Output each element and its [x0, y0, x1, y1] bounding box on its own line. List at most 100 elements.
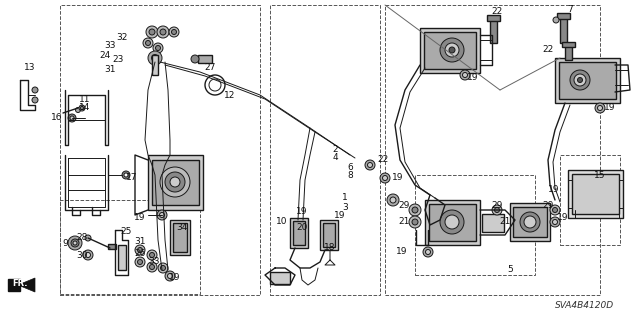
Text: 19: 19 [134, 213, 146, 222]
Circle shape [460, 70, 470, 80]
Circle shape [138, 248, 143, 253]
Circle shape [387, 194, 399, 206]
Circle shape [160, 29, 166, 35]
Text: 33: 33 [104, 41, 116, 49]
Circle shape [150, 253, 154, 257]
Text: 33: 33 [148, 257, 160, 266]
Circle shape [552, 207, 557, 212]
Bar [560, 155, 620, 245]
Circle shape [553, 17, 559, 23]
Bar [270, 272, 290, 284]
Bar [60, 200, 200, 294]
Circle shape [550, 205, 560, 215]
Bar [152, 55, 158, 75]
Text: 29: 29 [492, 201, 502, 210]
Polygon shape [18, 278, 35, 292]
Circle shape [409, 204, 421, 216]
Circle shape [68, 114, 76, 122]
Circle shape [412, 207, 418, 213]
Bar [568, 170, 623, 218]
Circle shape [76, 108, 81, 113]
Text: 19: 19 [604, 103, 616, 113]
Bar [108, 244, 116, 249]
Circle shape [165, 271, 175, 281]
Circle shape [79, 105, 85, 111]
Circle shape [149, 29, 155, 35]
Text: 9: 9 [62, 239, 68, 248]
Bar [293, 221, 305, 245]
Circle shape [524, 216, 536, 228]
Text: 24: 24 [99, 50, 111, 60]
Circle shape [552, 219, 557, 225]
Circle shape [365, 160, 375, 170]
Bar [572, 174, 619, 214]
Text: 26: 26 [134, 249, 146, 257]
Text: 19: 19 [557, 213, 569, 222]
Text: 19: 19 [169, 273, 180, 283]
Circle shape [156, 46, 161, 50]
Circle shape [73, 241, 77, 245]
Text: 34: 34 [176, 224, 188, 233]
Text: 19: 19 [467, 73, 479, 83]
Bar [8, 279, 20, 291]
Circle shape [495, 207, 499, 212]
Bar [490, 18, 497, 43]
Circle shape [122, 171, 130, 179]
Circle shape [70, 116, 74, 120]
Bar [429, 204, 476, 241]
Circle shape [159, 212, 164, 218]
Circle shape [135, 245, 145, 255]
Bar [320, 220, 338, 250]
Circle shape [86, 253, 90, 257]
Text: 21: 21 [398, 218, 410, 226]
Circle shape [81, 107, 83, 109]
Text: 7: 7 [567, 5, 573, 14]
Bar [60, 5, 260, 295]
Text: 18: 18 [324, 243, 336, 253]
Text: 27: 27 [204, 63, 216, 72]
Bar [562, 42, 575, 47]
Bar [148, 155, 203, 210]
Circle shape [550, 217, 560, 227]
Text: 12: 12 [224, 91, 236, 100]
Circle shape [147, 250, 157, 260]
Circle shape [143, 38, 153, 48]
Text: 29: 29 [398, 201, 410, 210]
Bar [415, 175, 535, 275]
Circle shape [161, 265, 166, 271]
Text: 20: 20 [296, 224, 308, 233]
Bar [198, 55, 212, 63]
Circle shape [170, 177, 180, 187]
Bar [425, 200, 480, 245]
Bar [270, 5, 380, 295]
Text: 25: 25 [120, 227, 132, 236]
Bar [118, 245, 126, 270]
Circle shape [595, 103, 605, 113]
Circle shape [440, 38, 464, 62]
Text: 11: 11 [79, 95, 91, 105]
Bar [510, 203, 550, 241]
Circle shape [492, 205, 502, 215]
Text: 31: 31 [104, 65, 116, 75]
Text: 31: 31 [134, 238, 146, 247]
Text: 14: 14 [79, 103, 91, 113]
Circle shape [32, 97, 38, 103]
Circle shape [157, 210, 167, 220]
Circle shape [148, 51, 162, 65]
Text: 10: 10 [276, 218, 288, 226]
Circle shape [380, 173, 390, 183]
Circle shape [32, 87, 38, 93]
Circle shape [440, 210, 464, 234]
Circle shape [390, 197, 396, 203]
Bar [424, 32, 476, 69]
Circle shape [445, 215, 459, 229]
Circle shape [574, 74, 586, 86]
Circle shape [71, 239, 79, 247]
Circle shape [409, 216, 421, 228]
Circle shape [172, 29, 177, 34]
Circle shape [146, 26, 158, 38]
Text: 19: 19 [548, 186, 560, 195]
Bar [557, 13, 570, 19]
Circle shape [520, 212, 540, 232]
Bar [513, 207, 547, 237]
